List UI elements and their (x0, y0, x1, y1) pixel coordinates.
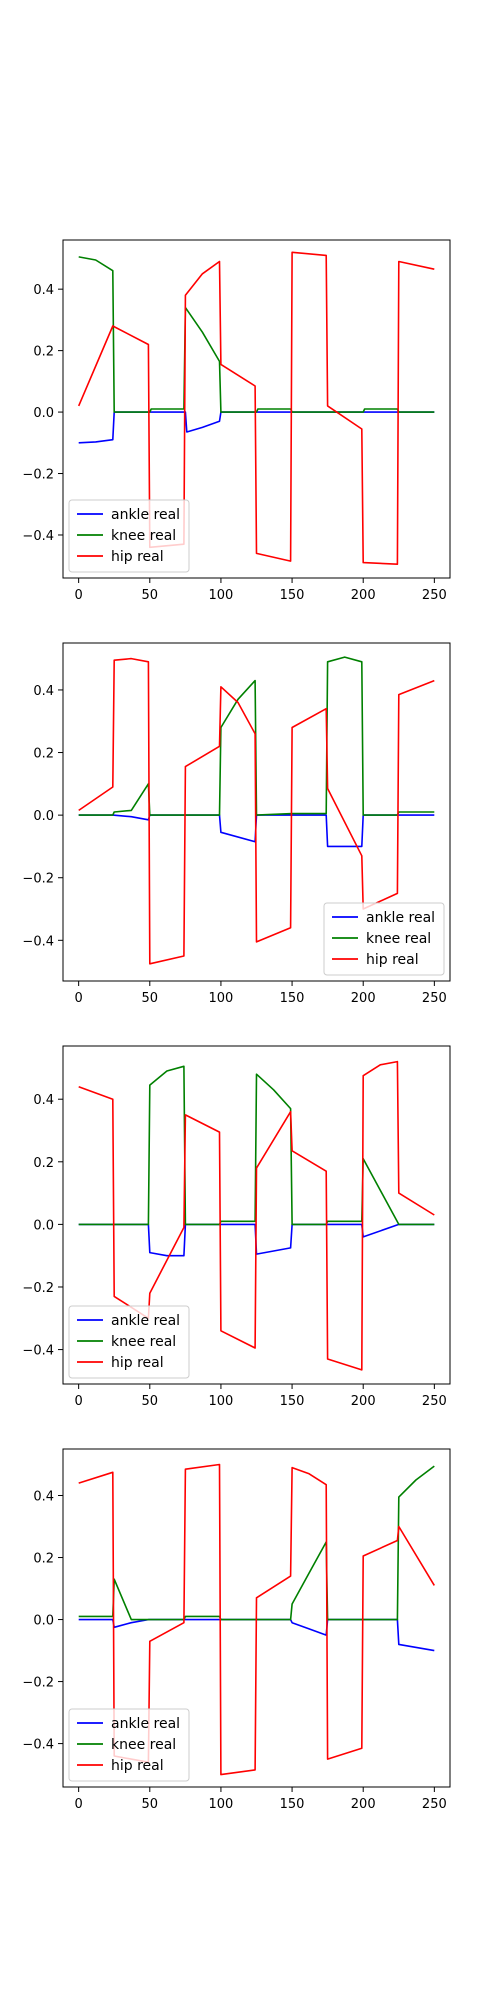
legend-label: knee real (111, 1737, 176, 1753)
y-tick-label: 0.2 (33, 1156, 54, 1171)
y-tick-label: 0.0 (33, 406, 54, 421)
legend: ankle real knee real hip real (323, 902, 445, 976)
subplot-3: 0 50 100 150 200 250 −0.4 −0.2 0.0 0.2 0.4 ankle re… (22, 1045, 451, 1409)
x-tick-label: 0 (75, 1797, 83, 1812)
y-tick-label: 0.2 (33, 1552, 54, 1567)
x-tick-label: 250 (422, 1797, 447, 1812)
series-line-knee-real (78, 656, 435, 816)
legend-label: ankle real (111, 1313, 180, 1329)
y-tick-label: 0.2 (33, 747, 54, 762)
y-tick-label: 0.0 (33, 809, 54, 824)
legend-box (68, 1708, 190, 1782)
y-tick-label: 0.4 (33, 1093, 54, 1108)
legend-label: knee real (366, 931, 431, 947)
x-tick-label: 250 (422, 588, 447, 603)
x-tick-label: 200 (351, 1394, 376, 1409)
subplot-1: 0 50 100 150 200 250 −0.4 −0.2 0.0 0.2 0.4 ankle re… (22, 239, 451, 603)
x-tick-label: 250 (422, 991, 447, 1006)
x-tick-label: 200 (351, 588, 376, 603)
legend-label: hip real (366, 952, 419, 968)
legend-label: knee real (111, 1334, 176, 1350)
y-tick-label: 0.0 (33, 1614, 54, 1629)
x-tick-label: 150 (280, 588, 305, 603)
legend-label: hip real (111, 1758, 164, 1774)
x-tick-label: 50 (142, 1797, 159, 1812)
legend-box (323, 902, 445, 976)
series-line-knee-real (78, 256, 435, 413)
y-tick-label: −0.2 (22, 1281, 54, 1296)
x-tick-label: 0 (75, 588, 83, 603)
legend-box (68, 1305, 190, 1379)
y-tick-label: −0.2 (22, 1676, 54, 1691)
legend: ankle real knee real hip real (68, 1305, 190, 1379)
series-line-ankle-real (78, 411, 435, 444)
legend: ankle real knee real hip real (68, 1708, 190, 1782)
y-tick-label: 0.0 (33, 1218, 54, 1233)
x-tick-label: 100 (209, 991, 234, 1006)
legend-box (68, 499, 190, 573)
axes-frame (62, 1045, 451, 1385)
series-line-knee-real (78, 1465, 435, 1621)
x-tick-label: 200 (351, 991, 376, 1006)
y-tick-label: −0.4 (22, 529, 54, 544)
x-tick-label: 50 (142, 588, 159, 603)
axes-frame (62, 239, 451, 579)
y-tick-label: 0.4 (33, 684, 54, 699)
x-tick-label: 250 (422, 1394, 447, 1409)
x-tick-label: 50 (142, 1394, 159, 1409)
subplot-4: 0 50 100 150 200 250 −0.4 −0.2 0.0 0.2 0.4 ankle re… (22, 1448, 451, 1812)
x-tick-label: 100 (209, 1797, 234, 1812)
x-tick-label: 150 (280, 1394, 305, 1409)
series-line-hip-real (78, 657, 435, 965)
x-tick-label: 0 (75, 1394, 83, 1409)
y-tick-label: 0.4 (33, 283, 54, 298)
legend-label: ankle real (111, 1716, 180, 1732)
y-tick-label: −0.4 (22, 1738, 54, 1753)
y-tick-label: 0.2 (33, 345, 54, 360)
y-tick-label: 0.4 (33, 1490, 54, 1505)
legend-label: hip real (111, 549, 164, 565)
legend: ankle real knee real hip real (68, 499, 190, 573)
x-tick-label: 100 (209, 588, 234, 603)
legend-label: ankle real (366, 910, 435, 926)
y-tick-label: −0.2 (22, 468, 54, 483)
x-tick-label: 200 (351, 1797, 376, 1812)
legend-label: hip real (111, 1355, 164, 1371)
axes-frame (62, 1448, 451, 1788)
y-tick-label: −0.4 (22, 934, 54, 949)
y-tick-label: −0.4 (22, 1344, 54, 1359)
x-tick-label: 150 (280, 1797, 305, 1812)
x-tick-label: 50 (142, 991, 159, 1006)
x-tick-label: 100 (209, 1394, 234, 1409)
x-tick-label: 0 (75, 991, 83, 1006)
axes-frame (62, 642, 451, 982)
subplot-2: 0 50 100 150 200 250 −0.4 −0.2 0.0 0.2 0.4 ankle re… (22, 642, 451, 1006)
legend-label: knee real (111, 528, 176, 544)
x-tick-label: 150 (280, 991, 305, 1006)
y-tick-label: −0.2 (22, 872, 54, 887)
legend-label: ankle real (111, 507, 180, 523)
